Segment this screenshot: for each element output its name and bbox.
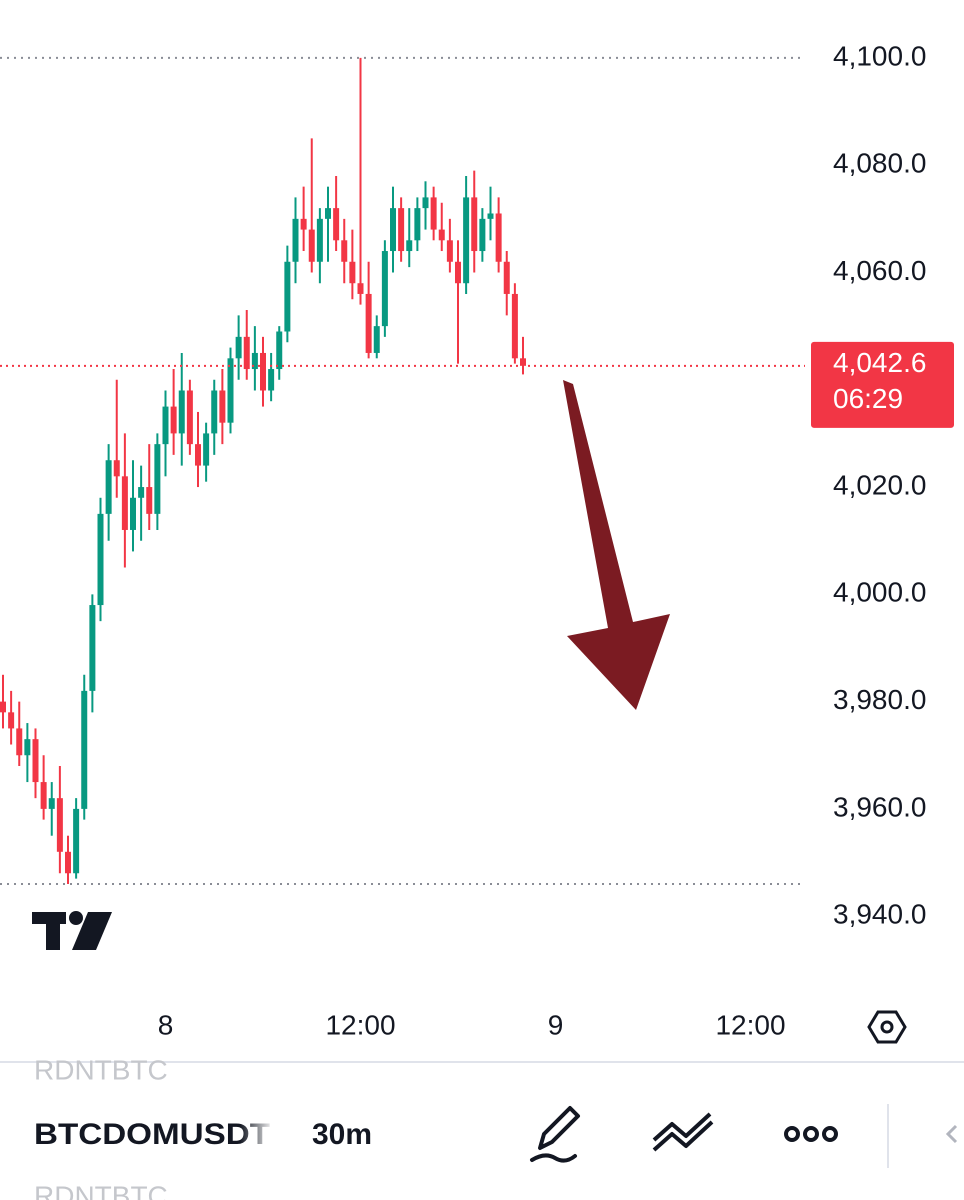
candle-body xyxy=(260,352,266,391)
y-tick-label: 4,100.0 xyxy=(833,40,926,71)
candle-body xyxy=(390,208,396,252)
list-item[interactable]: RDNTBTC xyxy=(34,1180,168,1200)
more-icon[interactable] xyxy=(784,1126,838,1142)
y-tick-label: 4,020.0 xyxy=(833,469,926,500)
candle-body xyxy=(40,782,47,809)
candle-body xyxy=(325,208,331,219)
candle-body xyxy=(503,261,510,294)
candle-body xyxy=(422,197,429,209)
candle-body xyxy=(300,218,307,230)
settings-icon-center xyxy=(880,1020,894,1034)
candle-body xyxy=(365,293,372,353)
y-tick-label: 3,940.0 xyxy=(833,899,926,930)
last-price-label: 4,042.6 xyxy=(833,347,926,378)
candle-body xyxy=(227,358,234,423)
candle-body xyxy=(446,240,453,262)
interval[interactable]: 30m xyxy=(312,1118,372,1151)
x-tick-label: 12:00 xyxy=(325,1009,395,1040)
candle-body xyxy=(479,218,486,252)
candle-body xyxy=(235,336,242,359)
candle-body xyxy=(438,229,445,241)
candle-body xyxy=(251,352,258,370)
candle-body xyxy=(203,433,210,466)
y-tick-label: 3,980.0 xyxy=(833,684,926,715)
candle-body xyxy=(333,208,340,241)
countdown: 06:29 xyxy=(833,383,903,414)
arrow-annotation xyxy=(563,380,670,710)
candle-body xyxy=(138,487,145,498)
candle-body xyxy=(495,213,502,262)
collapse-icon[interactable] xyxy=(945,1124,958,1144)
candle-body xyxy=(24,739,31,756)
candle-body xyxy=(276,331,283,370)
candle-body xyxy=(414,208,421,241)
candle-body xyxy=(146,487,153,514)
candle-body xyxy=(430,197,437,230)
settings-icon[interactable] xyxy=(867,1010,907,1044)
candle-body xyxy=(8,712,15,729)
candle-body xyxy=(316,218,323,262)
candle-body xyxy=(398,208,405,252)
candle-body xyxy=(97,513,104,606)
chart: 4,100.0 4,080.0 4,060.0 4,020.0 4,000.0 3,980… xyxy=(0,40,954,1040)
candle-body xyxy=(455,261,461,284)
x-tick-label: 8 xyxy=(158,1009,174,1040)
y-tick-label: 4,080.0 xyxy=(833,148,926,179)
list-item[interactable]: RDNTBTC xyxy=(34,1054,168,1085)
candle-body xyxy=(32,739,39,783)
candle-body xyxy=(16,728,23,756)
candle-body xyxy=(48,798,55,809)
candle-body xyxy=(381,251,388,327)
candle-body xyxy=(268,369,275,391)
candle-body xyxy=(162,406,169,445)
y-tick-label: 3,960.0 xyxy=(833,791,926,822)
candle-body xyxy=(463,197,470,284)
y-tick-label: 4,000.0 xyxy=(833,577,926,608)
candle-body xyxy=(130,497,136,530)
candle-body xyxy=(211,390,218,434)
symbol[interactable]: BTCDOMUSDT xyxy=(34,1118,270,1151)
candle-body xyxy=(357,283,364,294)
candle-body xyxy=(520,358,526,366)
draw-icon[interactable] xyxy=(530,1106,580,1163)
candle-body xyxy=(113,460,120,477)
candle-body xyxy=(487,213,494,219)
x-tick-label: 9 xyxy=(548,1009,564,1040)
candle-body xyxy=(195,444,201,466)
candle-body xyxy=(349,261,356,284)
indicators-icon[interactable] xyxy=(652,1112,714,1152)
candle-body xyxy=(73,808,80,874)
candle-body xyxy=(219,390,226,423)
candle-body xyxy=(81,690,88,809)
candle-body xyxy=(178,390,185,434)
candle-body xyxy=(341,240,348,262)
y-tick-label: 4,060.0 xyxy=(833,255,926,286)
candle-body xyxy=(56,798,63,852)
candle-body xyxy=(243,336,250,370)
candle-body xyxy=(121,476,128,530)
candle-body xyxy=(154,444,161,514)
candle-body xyxy=(511,293,518,359)
candle-body xyxy=(65,851,71,874)
candle-body xyxy=(292,218,299,262)
candle-body xyxy=(186,390,193,445)
candle-body xyxy=(471,197,478,252)
candle-body xyxy=(89,605,96,691)
candle-body xyxy=(170,406,177,434)
candle-body xyxy=(406,240,413,252)
candle-body xyxy=(373,326,380,353)
x-tick-label: 12:00 xyxy=(715,1009,785,1040)
candle-body xyxy=(105,460,112,514)
logo xyxy=(32,911,112,950)
last-price-box xyxy=(811,341,954,428)
symbol-fade xyxy=(240,1112,274,1162)
candle-body xyxy=(308,229,315,262)
candle-body xyxy=(284,261,291,332)
candle-body xyxy=(0,701,6,713)
